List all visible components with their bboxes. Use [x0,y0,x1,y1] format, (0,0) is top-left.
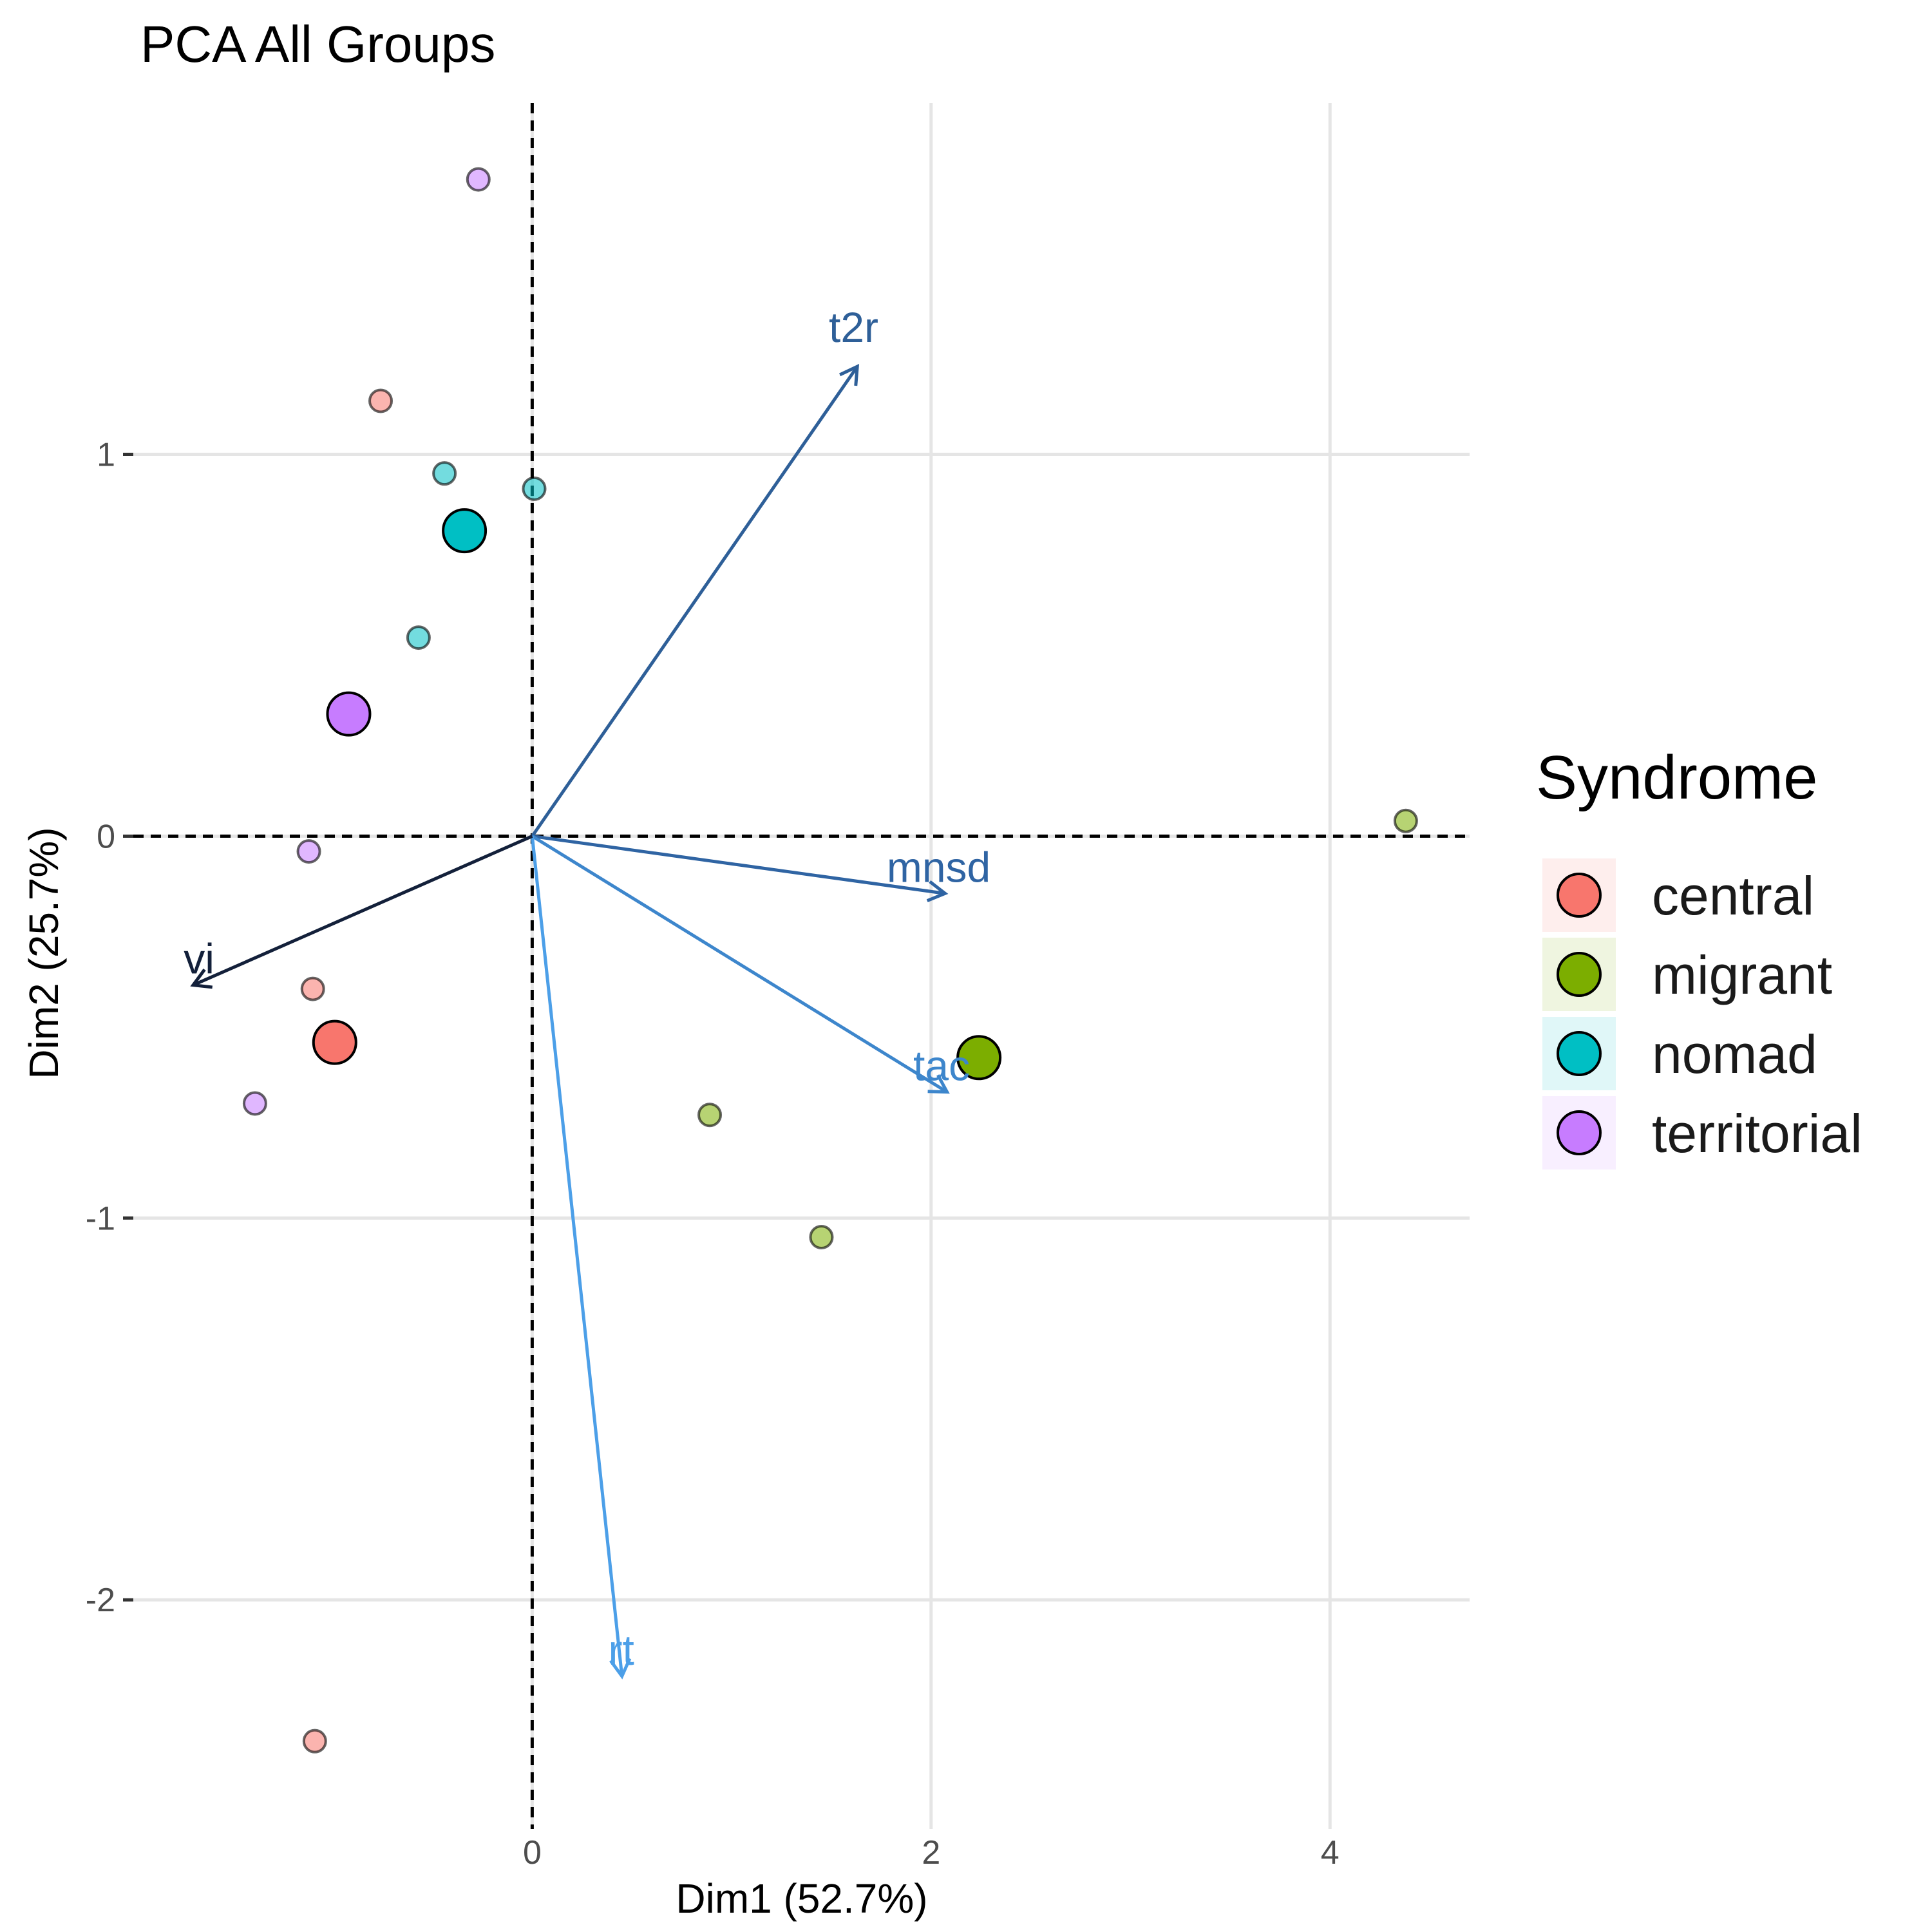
point-territorial [296,839,321,864]
centroid-central [312,1019,357,1065]
arrow-label-mnsd: mnsd [887,843,990,891]
y-tick-label: 0 [97,818,115,855]
x-tick-label: 2 [922,1834,940,1871]
arrowhead-vi [190,968,213,989]
legend-label-nomad: nomad [1652,1024,1817,1084]
point-central [302,1728,327,1754]
reference-lines [133,103,1470,1829]
legend-item-nomad: nomad [1542,1017,1817,1090]
legend-label-central: central [1652,866,1814,926]
arrow-rt [530,836,624,1677]
legend-key-territorial [1557,1110,1602,1155]
legend-key-central [1557,873,1602,918]
arrow-mnsd [532,834,945,895]
arrow-t2r [531,365,859,837]
point-nomad [432,461,457,486]
arrow-label-t2r: t2r [829,303,878,351]
arrow-vi [192,835,533,987]
grid-lines [133,103,1470,1829]
point-central [300,976,325,1001]
point-migrant [809,1224,834,1249]
point-central [368,388,393,413]
variable-arrows: t2r mnsd tac rt vi [184,303,990,1680]
legend-title: Syndrome [1536,743,1818,812]
legend-item-migrant: migrant [1542,938,1832,1011]
arrow-label-vi: vi [184,935,214,983]
legend-key-nomad [1557,1031,1602,1076]
x-axis-label: Dim1 (52.7%) [676,1875,927,1922]
legend-item-territorial: territorial [1542,1096,1862,1170]
centroid-territorial [326,691,372,737]
y-tick-label: 1 [97,436,115,473]
arrow-tac [531,835,948,1094]
y-tick-label: -1 [86,1200,115,1237]
arrowhead-t2r [839,364,860,386]
centroid-migrant [956,1035,1002,1081]
y-axis-label: Dim2 (25.7%) [21,827,67,1079]
point-territorial [242,1091,267,1116]
point-migrant [1393,808,1418,833]
point-migrant [697,1103,723,1128]
arrowhead-mnsd [926,880,949,902]
legend-item-central: central [1542,858,1814,932]
chart-title: PCA All Groups [140,15,495,73]
arrowhead-rt [609,1658,632,1680]
legend: Syndrome central migrant nomad territorial [1536,743,1862,1170]
point-nomad [522,476,547,501]
arrowhead-tac [927,1074,950,1094]
legend-label-migrant: migrant [1652,945,1832,1005]
point-territorial [466,167,491,192]
y-tick-label: -2 [86,1582,115,1619]
legend-label-territorial: territorial [1652,1103,1862,1164]
arrow-label-rt: rt [609,1626,634,1674]
point-nomad [406,625,431,650]
x-tick-label: 0 [523,1834,542,1871]
x-tick-label: 4 [1321,1834,1340,1871]
centroid-nomad [442,508,488,554]
legend-key-migrant [1557,952,1602,997]
axes: -2 -1 0 1 0 2 4 [86,436,1340,1871]
arrow-label-tac: tac [913,1042,970,1090]
points-layer [242,167,1418,1754]
